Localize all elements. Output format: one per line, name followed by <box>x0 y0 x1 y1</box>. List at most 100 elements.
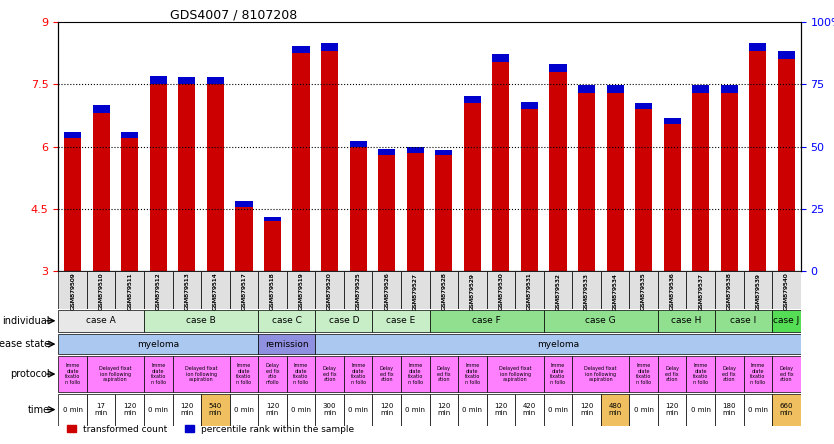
Bar <box>58 394 87 425</box>
Bar <box>315 334 801 354</box>
Text: Imme
diate
fixatio
n follo: Imme diate fixatio n follo <box>65 363 80 385</box>
Text: case A: case A <box>87 316 116 325</box>
Text: Imme
diate
fixatio
n follo: Imme diate fixatio n follo <box>750 363 766 385</box>
Bar <box>344 271 373 309</box>
Text: GSM879517: GSM879517 <box>242 273 246 310</box>
Text: 120
min: 120 min <box>666 403 679 416</box>
Bar <box>315 356 344 392</box>
Text: 120
min: 120 min <box>580 403 593 416</box>
Text: GSM879533: GSM879533 <box>584 273 589 311</box>
Bar <box>744 271 772 309</box>
Text: GSM879540: GSM879540 <box>784 273 789 310</box>
Bar <box>115 394 144 425</box>
Bar <box>458 356 486 392</box>
Bar <box>287 356 315 392</box>
Bar <box>715 394 744 425</box>
Bar <box>378 155 395 271</box>
Text: GSM879526: GSM879526 <box>384 273 389 310</box>
Text: GSM879531: GSM879531 <box>527 273 532 310</box>
Bar <box>721 85 738 93</box>
Text: case D: case D <box>329 316 359 325</box>
Bar <box>515 394 544 425</box>
Text: GSM879512: GSM879512 <box>156 273 161 310</box>
Text: GSM879535: GSM879535 <box>641 273 646 310</box>
Text: GSM879535: GSM879535 <box>641 273 646 310</box>
Bar <box>435 150 452 155</box>
Text: GSM879520: GSM879520 <box>327 273 332 310</box>
Text: Delay
ed fix
ation: Delay ed fix ation <box>323 366 337 382</box>
Bar <box>264 217 281 221</box>
Text: Delayed fixat
ion following
aspiration: Delayed fixat ion following aspiration <box>185 366 218 382</box>
Bar <box>572 394 600 425</box>
Text: Delay
ed fix
atio
nfollo: Delay ed fix atio nfollo <box>265 363 279 385</box>
Text: GSM879527: GSM879527 <box>413 273 418 311</box>
Bar <box>401 394 430 425</box>
Bar <box>58 356 87 392</box>
Bar <box>458 271 486 309</box>
Text: GSM879540: GSM879540 <box>784 273 789 310</box>
Text: case H: case H <box>671 316 701 325</box>
Text: GSM879519: GSM879519 <box>299 273 304 310</box>
Text: myeloma: myeloma <box>537 340 579 349</box>
Bar <box>486 271 515 309</box>
Bar <box>515 271 544 309</box>
Text: GSM879526: GSM879526 <box>384 273 389 310</box>
Text: individual: individual <box>3 316 50 326</box>
Bar <box>744 356 772 392</box>
Bar <box>772 356 801 392</box>
Text: 0 min: 0 min <box>634 407 654 412</box>
Bar <box>201 394 229 425</box>
Bar <box>344 394 373 425</box>
Text: GSM879510: GSM879510 <box>98 273 103 310</box>
Bar <box>606 85 624 93</box>
Bar <box>64 132 81 138</box>
Text: Delayed fixat
ion following
aspiration: Delayed fixat ion following aspiration <box>585 366 617 382</box>
Text: GSM879534: GSM879534 <box>613 273 617 311</box>
Bar <box>721 93 738 271</box>
Bar <box>287 394 315 425</box>
Bar <box>658 310 715 332</box>
Bar <box>458 394 486 425</box>
Text: GSM879527: GSM879527 <box>413 273 418 311</box>
Bar <box>606 93 624 271</box>
Bar <box>293 53 309 271</box>
Text: GSM879530: GSM879530 <box>499 273 504 310</box>
Bar <box>749 43 766 51</box>
Text: 480
min: 480 min <box>608 403 622 416</box>
Bar <box>715 310 772 332</box>
Text: Imme
diate
fixatio
n follo: Imme diate fixatio n follo <box>350 363 366 385</box>
Bar <box>401 356 430 392</box>
Text: 120
min: 120 min <box>180 403 193 416</box>
Text: GSM879536: GSM879536 <box>670 273 675 310</box>
Text: GSM879520: GSM879520 <box>327 273 332 310</box>
Text: GSM879519: GSM879519 <box>299 273 304 310</box>
Bar <box>600 271 630 309</box>
Text: Imme
diate
fixatio
n follo: Imme diate fixatio n follo <box>294 363 309 385</box>
Text: GSM879512: GSM879512 <box>156 273 161 310</box>
Bar <box>173 394 201 425</box>
Text: 0 min: 0 min <box>691 407 711 412</box>
Text: GSM879529: GSM879529 <box>470 273 475 311</box>
Text: 120
min: 120 min <box>437 403 450 416</box>
Text: 120
min: 120 min <box>495 403 508 416</box>
Bar <box>150 76 167 84</box>
Bar <box>492 62 510 271</box>
Bar <box>630 356 658 392</box>
Text: GSM879517: GSM879517 <box>242 273 246 310</box>
Bar <box>259 334 315 354</box>
Bar <box>630 271 658 309</box>
Text: myeloma: myeloma <box>138 340 179 349</box>
Text: GSM879539: GSM879539 <box>756 273 761 311</box>
Text: 0 min: 0 min <box>234 407 254 412</box>
Bar <box>521 109 538 271</box>
Bar <box>407 147 424 153</box>
Text: 420
min: 420 min <box>523 403 536 416</box>
Bar <box>178 77 195 84</box>
Bar <box>715 271 744 309</box>
Bar <box>259 271 287 309</box>
Text: GSM879509: GSM879509 <box>70 273 75 310</box>
Text: 0 min: 0 min <box>548 407 568 412</box>
Bar <box>544 310 658 332</box>
Bar <box>287 271 315 309</box>
Text: Imme
diate
fixatio
n follo: Imme diate fixatio n follo <box>465 363 480 385</box>
